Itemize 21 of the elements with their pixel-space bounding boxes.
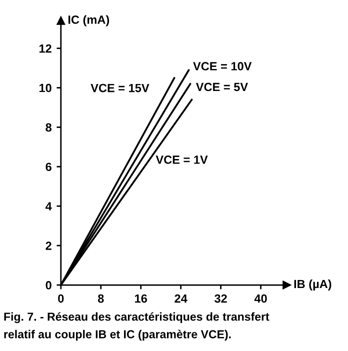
- series-label: VCE = 15V: [90, 84, 150, 92]
- x-tick-label: 0: [58, 294, 64, 303]
- y-tick-label: 8: [46, 123, 52, 132]
- x-tick-label: 32: [214, 294, 227, 303]
- y-tick-label: 6: [46, 162, 52, 172]
- caption: Fig. 7. - Réseau des caractéristiques de transfert: [4, 312, 270, 324]
- series-label: VCE = 5V: [196, 82, 248, 92]
- y-tick-label: 4: [45, 202, 52, 210]
- series-label: VCE = 1V: [156, 156, 208, 164]
- x-tick-label: 40: [254, 294, 267, 303]
- x-tick-label: 16: [135, 294, 147, 303]
- x-axis-title: IB (µA): [294, 280, 332, 291]
- x-tick-label: 8: [98, 294, 104, 303]
- y-tick-label: 10: [39, 84, 52, 92]
- y-tick-label: 0: [46, 281, 52, 290]
- text: relatif au couple IB et IC (paramètre VCE).: [4, 330, 231, 341]
- series-label: VCE = 10V: [193, 62, 252, 70]
- y-axis-title: IC (mA): [68, 15, 110, 26]
- y-tick-label: 12: [39, 44, 52, 53]
- x-tick-label: 24: [174, 294, 188, 303]
- y-tick-label: 2: [46, 242, 52, 250]
